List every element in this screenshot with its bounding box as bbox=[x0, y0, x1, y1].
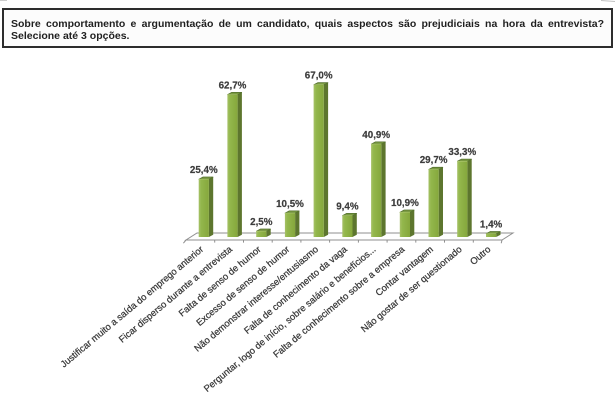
svg-text:10,5%: 10,5% bbox=[276, 199, 304, 210]
svg-text:67,0%: 67,0% bbox=[305, 71, 333, 82]
svg-text:25,4%: 25,4% bbox=[190, 165, 218, 176]
svg-text:40,9%: 40,9% bbox=[362, 130, 390, 141]
svg-text:1,4%: 1,4% bbox=[480, 219, 503, 230]
svg-text:29,7%: 29,7% bbox=[420, 155, 448, 166]
svg-text:9,4%: 9,4% bbox=[336, 201, 359, 212]
svg-text:10,9%: 10,9% bbox=[391, 198, 419, 209]
svg-text:Outro: Outro bbox=[468, 243, 493, 267]
svg-text:33,3%: 33,3% bbox=[448, 147, 476, 158]
svg-text:2,5%: 2,5% bbox=[250, 217, 273, 228]
svg-text:62,7%: 62,7% bbox=[219, 80, 247, 91]
